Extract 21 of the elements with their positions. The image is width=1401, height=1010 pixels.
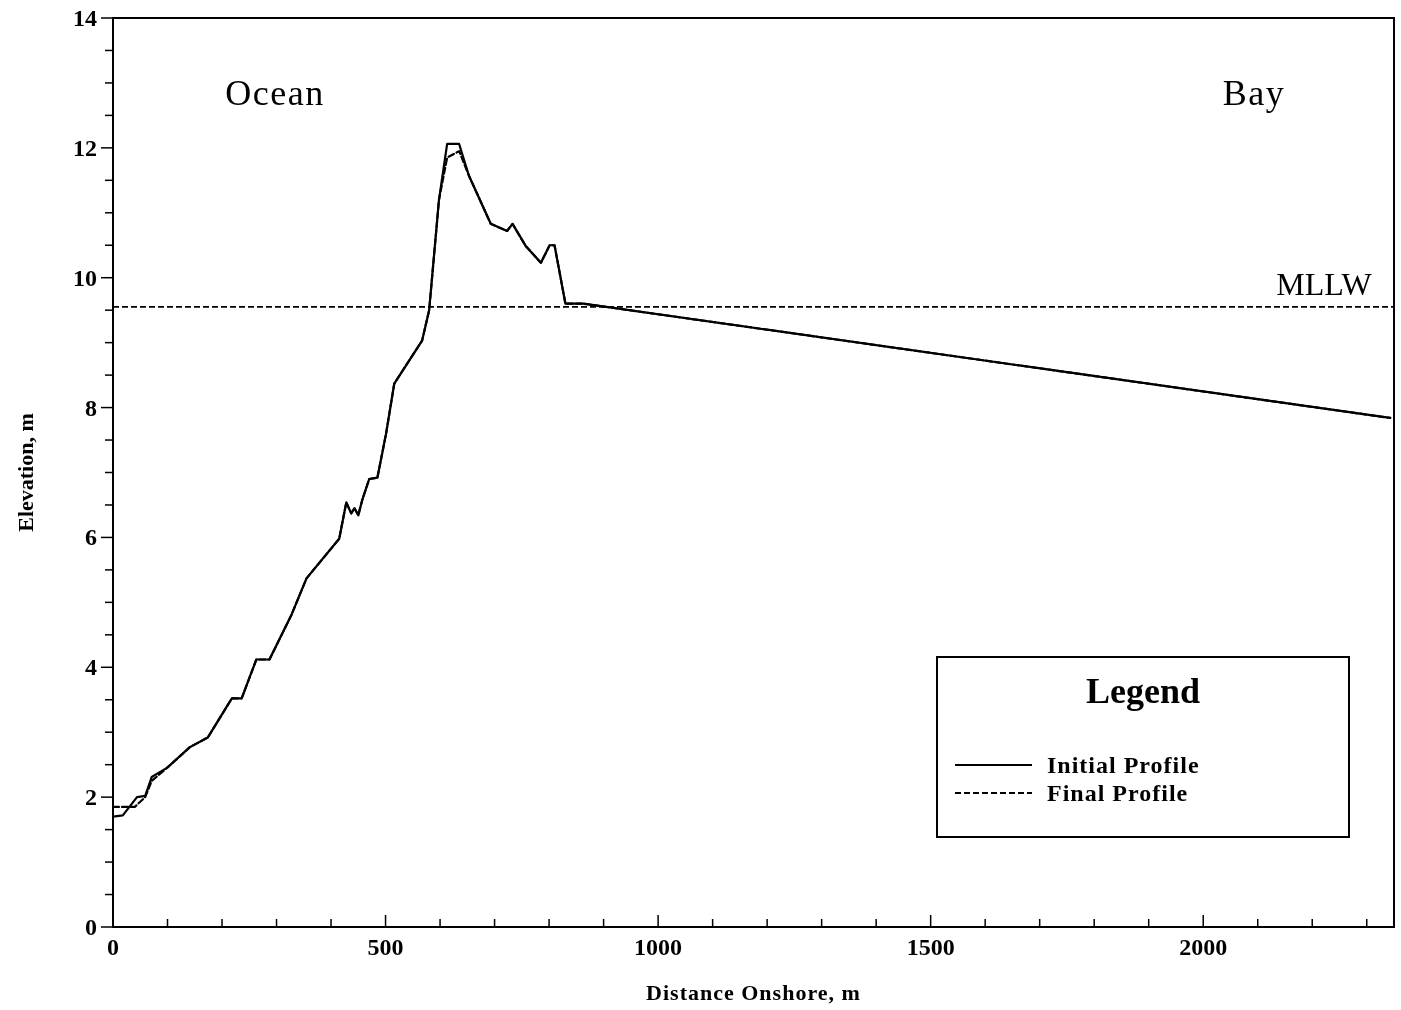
legend-title: Legend: [1085, 671, 1201, 711]
x-axis-title: Distance Onshore, m: [646, 980, 861, 1005]
annotation: Ocean: [225, 73, 325, 113]
y-tick-label: 14: [73, 5, 97, 31]
x-tick-label: 1500: [906, 934, 955, 960]
x-tick-label: 1000: [634, 934, 683, 960]
y-tick-label: 10: [73, 264, 97, 291]
y-tick-label: 4: [85, 654, 97, 681]
x-tick-label: 500: [367, 934, 404, 960]
y-tick-label: 12: [73, 134, 97, 161]
x-tick-label: 0: [107, 934, 119, 960]
y-tick-label: 8: [85, 394, 97, 421]
ref-line-label: MLLW: [1276, 265, 1373, 302]
y-tick-label: 2: [85, 784, 97, 811]
annotation: Bay: [1222, 73, 1286, 113]
legend-label: Initial Profile: [1047, 752, 1200, 778]
y-axis-title: Elevation, m: [13, 413, 38, 532]
legend-label: Final Profile: [1047, 780, 1189, 806]
y-tick-label: 0: [85, 914, 97, 940]
x-tick-label: 2000: [1179, 934, 1228, 960]
y-tick-label: 6: [85, 524, 97, 551]
